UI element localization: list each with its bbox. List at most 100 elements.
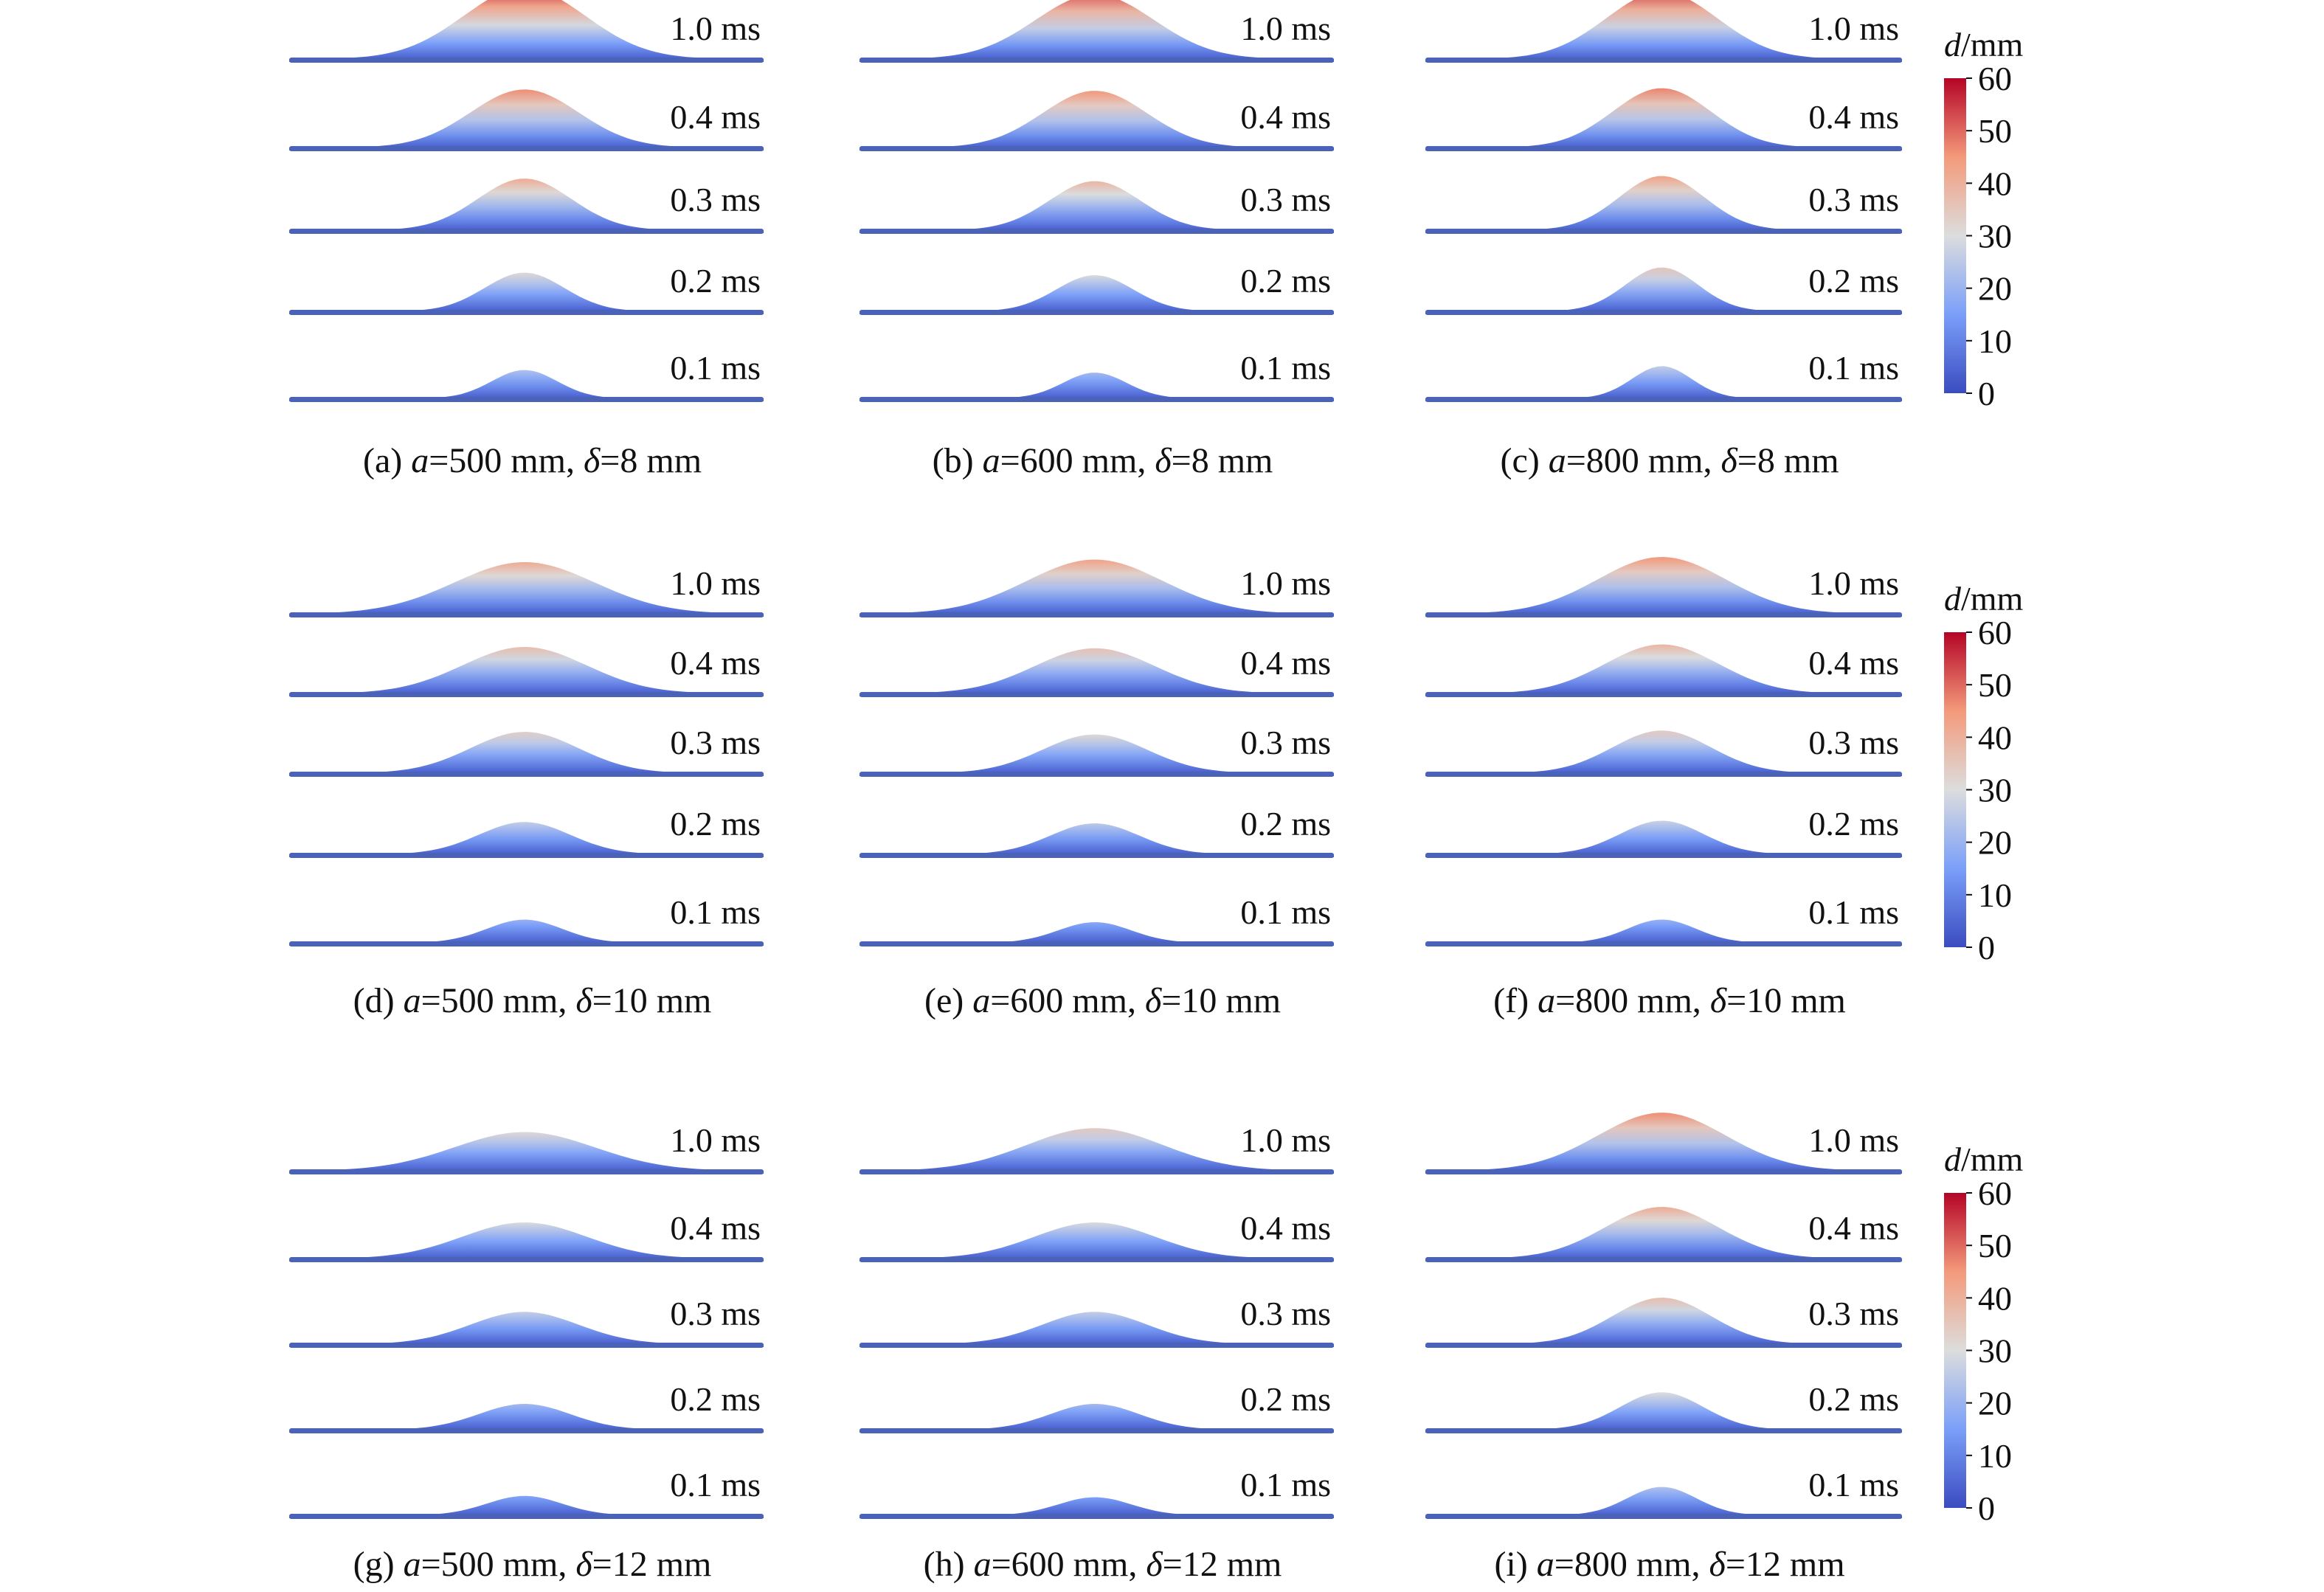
time-label: 1.0 ms: [1240, 1121, 1331, 1159]
panel-caption: (b) a=600 mm, δ=8 mm: [933, 441, 1273, 480]
time-label: 0.4 ms: [670, 98, 761, 136]
time-label: 0.2 ms: [670, 805, 761, 842]
panel-g: 1.0 ms 0.4 ms 0.3 ms 0.2 ms 0.1 ms (g) a=500 …: [289, 1121, 764, 1584]
deflection-profile: [860, 1222, 1334, 1262]
plate-line: [1425, 1257, 1902, 1262]
time-label: 0.3 ms: [670, 181, 761, 218]
colorbar-title: d/mm: [1944, 26, 2024, 63]
time-label: 1.0 ms: [1240, 10, 1331, 47]
colorbar-ticks: 60 50 40 30 20 10 0: [1966, 1174, 2012, 1527]
colorbar-row-2: d/mm 60 50 40 30 20 10 0: [1944, 580, 2024, 966]
panel-e: 1.0 ms 0.4 ms 0.3 ms 0.2 ms 0.1 ms (e) a=600 …: [860, 559, 1334, 1020]
deflection-profile: [289, 1404, 764, 1433]
time-label: 1.0 ms: [1808, 1121, 1899, 1159]
time-label: 1.0 ms: [670, 10, 761, 47]
deflection-profile: [289, 89, 764, 150]
deflection-profile: [1425, 820, 1902, 857]
plate-line: [1425, 692, 1902, 697]
plate-line: [1425, 310, 1902, 315]
plate-line: [1425, 1514, 1902, 1519]
plate-line: [860, 941, 1334, 946]
time-label: 0.4 ms: [1240, 1209, 1331, 1247]
time-label: 0.3 ms: [1240, 724, 1331, 761]
plate-line: [1425, 853, 1902, 858]
plate-line: [1425, 1343, 1902, 1348]
colorbar-tick-label: 30: [1978, 1332, 2012, 1370]
deflection-profile: [1425, 644, 1902, 696]
plate-line: [289, 310, 764, 315]
colorbar-tick-label: 60: [1978, 60, 2012, 97]
panel-caption: (h) a=600 mm, δ=12 mm: [924, 1545, 1282, 1584]
time-label: 0.2 ms: [1808, 262, 1899, 300]
plate-line: [860, 1514, 1334, 1519]
panel-caption: (g) a=500 mm, δ=12 mm: [353, 1545, 712, 1584]
deflection-profile: [860, 559, 1334, 617]
time-label: 0.2 ms: [670, 1380, 761, 1418]
panel-h: 1.0 ms 0.4 ms 0.3 ms 0.2 ms 0.1 ms (h) a=600 …: [860, 1121, 1334, 1584]
deflection-profile: [289, 822, 764, 857]
deflection-profile: [860, 823, 1334, 857]
deflection-profile: [1425, 267, 1902, 314]
plate-line: [289, 853, 764, 858]
panel-caption: (c) a=800 mm, δ=8 mm: [1500, 441, 1839, 480]
colorbar-row-1: d/mm 60 50 40 30 20 10 0: [1944, 26, 2024, 412]
panel-c: 1.0 ms 0.4 ms 0.3 ms 0.2 ms 0.1 ms (c) a=800 …: [1425, 0, 1902, 480]
deflection-profile: [1425, 0, 1902, 62]
plate-line: [1425, 612, 1902, 617]
colorbar-gradient: [1944, 78, 1966, 393]
panel-f: 1.0 ms 0.4 ms 0.3 ms 0.2 ms 0.1 ms (f) a=800 …: [1425, 557, 1902, 1020]
plate-line: [860, 310, 1334, 315]
plate-line: [289, 772, 764, 777]
deflection-profile: [860, 181, 1334, 233]
plate-line: [860, 1169, 1334, 1174]
time-label: 1.0 ms: [670, 564, 761, 602]
time-label: 0.1 ms: [1240, 349, 1331, 387]
colorbar-tick-label: 40: [1978, 165, 2012, 202]
deflection-profile: [1425, 176, 1902, 233]
plate-line: [289, 1514, 764, 1519]
plate-line: [289, 941, 764, 946]
time-label: 0.3 ms: [1240, 181, 1331, 218]
colorbar-tick-label: 50: [1978, 666, 2012, 704]
deflection-profile: [1425, 1392, 1902, 1433]
colorbar-tick-label: 50: [1978, 112, 2012, 150]
deflection-profile: [289, 272, 764, 314]
plate-line: [1425, 941, 1902, 946]
panel-i: 1.0 ms 0.4 ms 0.3 ms 0.2 ms 0.1 ms (i) a=800 …: [1425, 1112, 1902, 1584]
time-label: 0.1 ms: [1240, 1466, 1331, 1503]
plate-line: [860, 1343, 1334, 1348]
plate-line: [1425, 772, 1902, 777]
time-label: 0.4 ms: [1808, 1209, 1899, 1247]
deflection-profile: [860, 1404, 1334, 1433]
plate-line: [860, 612, 1334, 617]
time-label: 0.2 ms: [1240, 1380, 1331, 1418]
time-label: 0.3 ms: [670, 1295, 761, 1332]
deflection-profile: [860, 1128, 1334, 1174]
panel-grid: 1.0 ms 0.4 ms 0.3 ms 0.2 ms 0.1 ms (a) a=500 …: [289, 0, 1902, 1584]
panel-caption: (e) a=600 mm, δ=10 mm: [924, 981, 1281, 1020]
deflection-profile: [860, 648, 1334, 696]
deflection-profile: [1425, 1112, 1902, 1174]
deflection-profile: [1425, 1298, 1902, 1347]
plate-line: [1425, 397, 1902, 402]
deflection-profile: [860, 1312, 1334, 1347]
colorbar-tick-label: 0: [1978, 1489, 1995, 1527]
panel-d: 1.0 ms 0.4 ms 0.3 ms 0.2 ms 0.1 ms (d) a=500 …: [289, 562, 764, 1020]
colorbar-tick-label: 30: [1978, 218, 2012, 255]
time-label: 0.4 ms: [1808, 644, 1899, 682]
plate-line: [860, 1428, 1334, 1433]
colorbar-row-3: d/mm 60 50 40 30 20 10 0: [1944, 1141, 2024, 1527]
panel-b: 1.0 ms 0.4 ms 0.3 ms 0.2 ms 0.1 ms (b) a=600 …: [860, 0, 1334, 480]
time-label: 0.2 ms: [1808, 1380, 1899, 1418]
colorbar-tick-label: 60: [1978, 614, 2012, 651]
time-label: 0.3 ms: [1808, 1295, 1899, 1332]
plate-line: [860, 397, 1334, 402]
time-label: 1.0 ms: [1808, 564, 1899, 602]
plate-line: [860, 229, 1334, 234]
deflection-profile: [289, 732, 764, 776]
plate-line: [860, 146, 1334, 151]
time-label: 1.0 ms: [1808, 10, 1899, 47]
deflection-profile: [860, 734, 1334, 776]
time-label: 0.1 ms: [670, 349, 761, 387]
time-label: 1.0 ms: [670, 1121, 761, 1159]
